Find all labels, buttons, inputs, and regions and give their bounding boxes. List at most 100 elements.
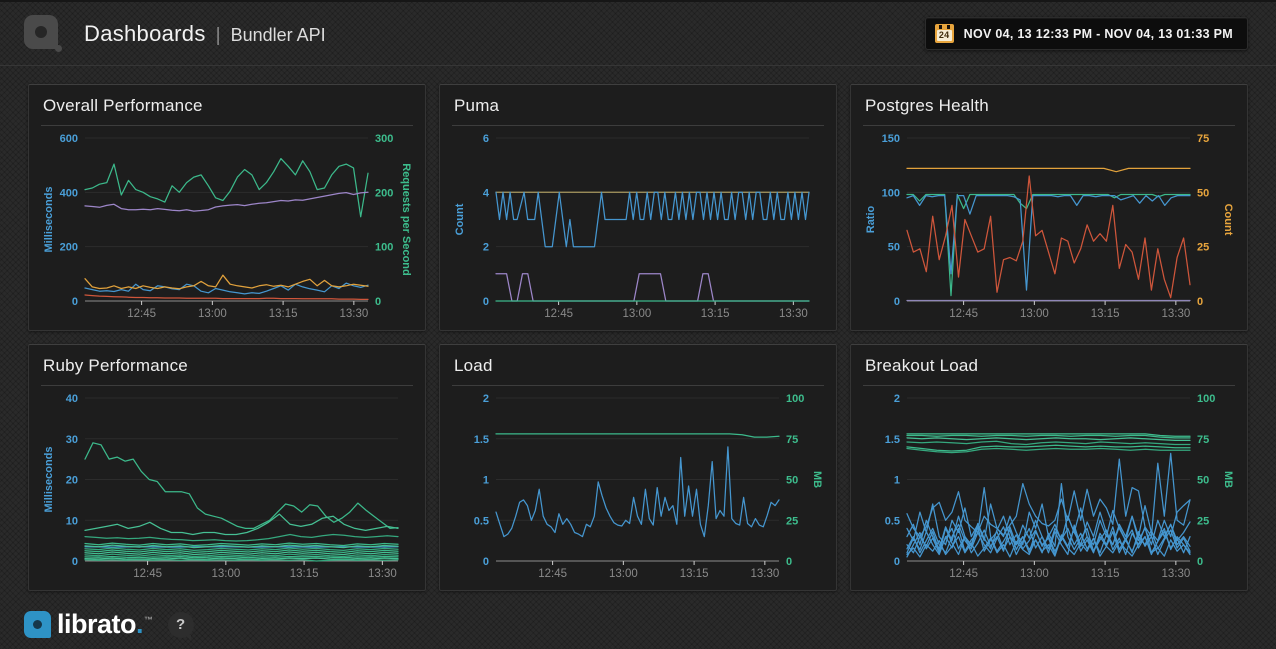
series-latency-purple [84,191,369,212]
svg-text:13:30: 13:30 [1161,568,1190,580]
series-load-avg [495,446,780,538]
series-latency-orange [84,274,369,290]
chart-breakout-load[interactable]: 12:45 13:00 13:15 13:30 0 0.5 1 1.5 2 0 25 50 75 100 M… [863,388,1234,586]
svg-text:75: 75 [1197,133,1209,145]
svg-text:600: 600 [60,133,78,145]
chart-ruby-performance[interactable]: 12:45 13:00 13:15 13:30 0 10 20 30 40 Millisecond… [41,388,412,586]
svg-text:75: 75 [786,434,798,446]
svg-text:200: 200 [60,242,78,254]
panel-ruby-performance: Ruby Performance 12:45 13:00 13:15 13:30 0 10… [28,344,426,591]
svg-text:13:00: 13:00 [1020,308,1049,320]
series-method-4 [84,542,399,547]
svg-text:25: 25 [786,515,798,527]
svg-text:12:45: 12:45 [538,568,567,580]
series-mem-host-3 [906,437,1191,442]
series-method-2 [84,513,399,536]
svg-text:13:30: 13:30 [779,308,808,320]
svg-text:0: 0 [1197,296,1203,308]
svg-text:13:15: 13:15 [680,568,709,580]
svg-text:Ratio: Ratio [865,205,877,233]
help-icon[interactable]: ? [167,611,194,641]
svg-text:1: 1 [483,475,489,487]
series-queued [495,273,810,302]
panel-overall-performance: Overall Performance 12:45 13:00 13:15 13:30… [28,84,426,331]
svg-text:13:00: 13:00 [198,308,227,320]
panel-title: Postgres Health [863,93,1235,126]
svg-text:Count: Count [1222,204,1234,236]
title-separator: | [215,24,221,46]
svg-text:1.5: 1.5 [885,434,900,446]
panel-load: Load 12:45 13:00 13:15 13:30 0 0.5 1 1.5 2 0 25 50 7… [439,344,837,591]
svg-text:12:45: 12:45 [127,308,156,320]
series-latency-blue [84,282,369,295]
chart-overall-performance[interactable]: 12:45 13:00 13:15 13:30 0 200 400 600 0 100 200 300… [41,128,412,326]
series-query-time [906,175,1191,299]
svg-text:20: 20 [66,475,78,487]
series-mem-host-6 [906,447,1191,454]
page-title: Dashboards [84,20,206,46]
svg-text:Milliseconds: Milliseconds [43,186,55,252]
svg-text:13:30: 13:30 [368,568,397,580]
panel-title: Ruby Performance [41,353,413,386]
svg-text:0: 0 [72,296,78,308]
series-method-3 [84,533,399,542]
svg-text:0.5: 0.5 [885,515,900,527]
calendar-icon: 24 [934,24,954,43]
svg-text:0: 0 [894,296,900,308]
series-mem-host-4 [906,440,1191,446]
svg-text:100: 100 [1197,393,1215,405]
series-connections [906,167,1191,173]
svg-text:0: 0 [483,556,489,568]
series-mem-host-2 [906,434,1191,439]
svg-text:150: 150 [882,133,900,145]
svg-text:75: 75 [1197,434,1209,446]
panel-title: Overall Performance [41,93,413,126]
svg-text:300: 300 [375,133,393,145]
svg-text:Count: Count [454,203,466,235]
panel-puma: Puma 12:45 13:00 13:15 13:30 0 2 4 6 Count [439,84,837,331]
svg-text:13:00: 13:00 [609,568,638,580]
trademark: ™ [144,615,153,625]
svg-text:13:30: 13:30 [750,568,779,580]
series-mem-host-1 [906,433,1191,437]
svg-text:12:45: 12:45 [544,308,573,320]
series-load-host-6 [906,535,1191,558]
svg-text:50: 50 [888,242,900,254]
series-latency-red [84,294,369,301]
chart-postgres-health[interactable]: 12:45 13:00 13:15 13:30 0 50 100 150 0 25 50 75 Rati… [863,128,1234,326]
panel-title: Breakout Load [863,353,1235,386]
svg-text:100: 100 [786,393,804,405]
series-mem-host-5 [906,444,1191,452]
svg-text:2: 2 [483,393,489,405]
date-range-button[interactable]: 24 NOV 04, 13 12:33 PM - NOV 04, 13 01:3… [924,17,1248,50]
svg-text:13:00: 13:00 [622,308,651,320]
svg-text:0: 0 [72,556,78,568]
svg-text:13:00: 13:00 [211,568,240,580]
series-requests-per-second [84,157,369,218]
svg-text:50: 50 [1197,475,1209,487]
svg-text:1: 1 [894,475,900,487]
librato-footer-logo[interactable]: librato.™ [24,609,153,640]
dashboard-name: Bundler API [230,24,326,45]
chart-puma[interactable]: 12:45 13:00 13:15 13:30 0 2 4 6 Count [452,128,823,326]
svg-text:100: 100 [375,242,393,254]
panel-postgres-health: Postgres Health 12:45 13:00 13:15 13:30 0 50 1… [850,84,1248,331]
svg-text:6: 6 [483,133,489,145]
panel-breakout-load: Breakout Load 12:45 13:00 13:15 13:30 0 0.5 1 1… [850,344,1248,591]
series-cache-hit-ratio [906,193,1191,297]
svg-text:13:15: 13:15 [1091,308,1120,320]
librato-header-logo-icon [24,14,62,53]
chart-load[interactable]: 12:45 13:00 13:15 13:30 0 0.5 1 1.5 2 0 25 50 75 100 M… [452,388,823,586]
series-method-8 [84,551,399,556]
svg-text:MB: MB [1222,471,1234,488]
date-range-text: NOV 04, 13 12:33 PM - NOV 04, 13 01:33 P… [963,26,1233,41]
svg-text:Requests per Second: Requests per Second [400,163,412,275]
brand-text: librato.™ [57,609,153,639]
footer: librato.™ ? [0,599,1276,649]
series-load-host-8 [906,499,1191,546]
series-method-5 [84,544,399,549]
series-method-11 [84,557,399,561]
svg-text:0: 0 [483,296,489,308]
svg-text:4: 4 [483,187,490,199]
svg-text:2: 2 [483,242,489,254]
